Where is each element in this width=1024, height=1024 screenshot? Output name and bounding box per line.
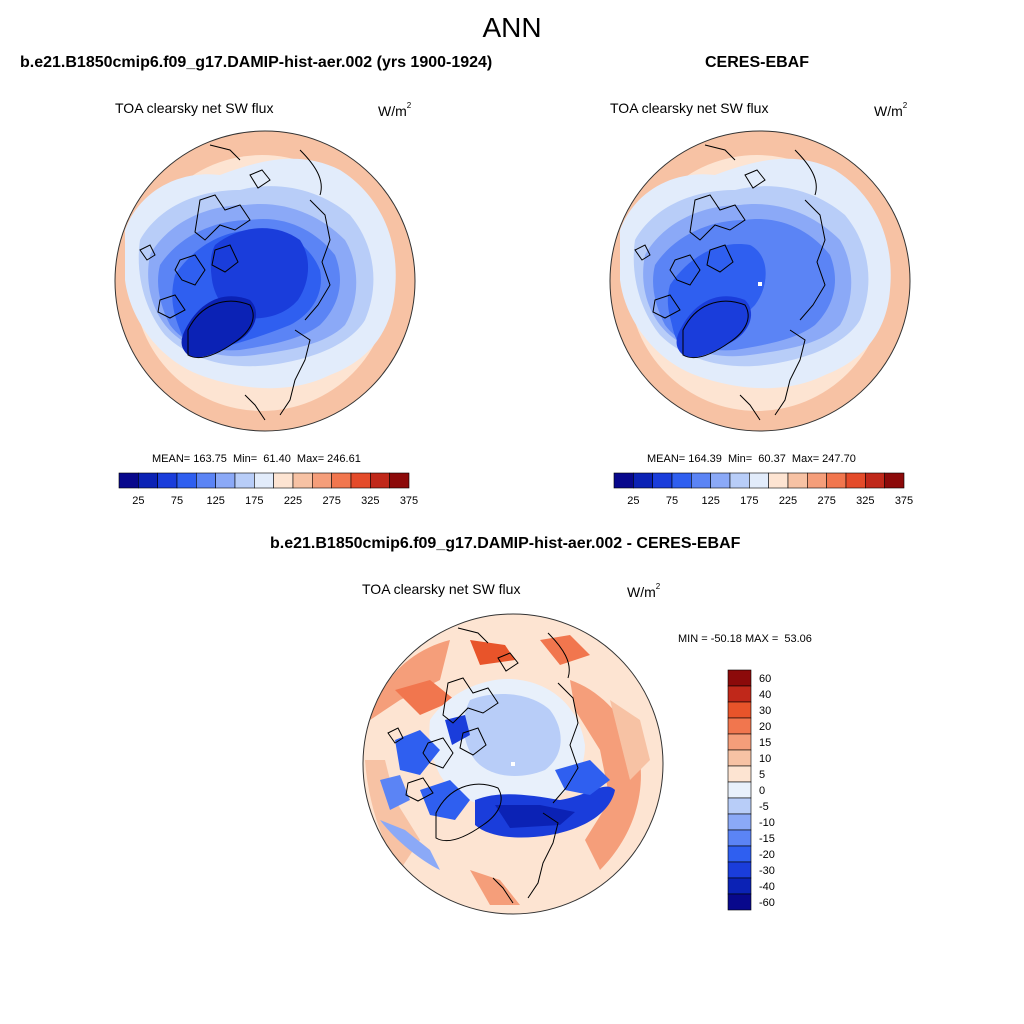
colorbar-diff-tick-label: 60	[759, 673, 771, 685]
panel3-stats: MIN = -50.18 MAX = 53.06	[678, 633, 812, 645]
colorbar-diff-swatch	[727, 701, 752, 719]
colorbar-model-tick-label: 175	[245, 495, 263, 507]
colorbar-model-swatch	[196, 472, 216, 489]
colorbar-obs-tick-label: 125	[701, 495, 719, 507]
colorbar-diff-swatch	[727, 749, 752, 767]
colorbar-obs: 25 75 125 175 225 275 325 375	[613, 472, 913, 507]
colorbar-diff-swatch	[727, 877, 752, 895]
colorbar-obs-tick-label: 275	[817, 495, 835, 507]
colorbar-model-tick-label: 25	[132, 495, 144, 507]
map-obs-field	[610, 131, 910, 431]
colorbar-model: 25 75 125 175 225 275 325 375	[118, 472, 418, 507]
colorbar-diff-swatch	[727, 669, 752, 687]
colorbar-model-swatch	[292, 472, 313, 489]
colorbar-diff-swatch	[727, 861, 752, 879]
colorbar-model-tick-label: 125	[206, 495, 224, 507]
colorbar-model-swatch	[273, 472, 294, 489]
colorbar-obs-tick-label: 225	[779, 495, 797, 507]
colorbar-obs-swatch	[749, 472, 769, 489]
colorbar-diff-swatch	[727, 813, 752, 831]
colorbar-model-swatch	[234, 472, 255, 489]
colorbar-diff-swatch	[727, 733, 752, 751]
panel2-stats: MEAN= 164.39 Min= 60.37 Max= 247.70	[647, 453, 856, 465]
panel1-stats: MEAN= 163.75 Min= 61.40 Max= 246.61	[152, 453, 361, 465]
colorbar-model-tick-label: 325	[361, 495, 379, 507]
colorbar-model-tick-label: 375	[400, 495, 418, 507]
colorbar-diff-tick-label: 5	[759, 769, 765, 781]
colorbar-diff-swatch	[727, 797, 752, 815]
colorbar-model-swatch	[138, 472, 158, 489]
panel1-units: W/m2	[378, 101, 412, 119]
colorbar-diff-tick-label: -15	[759, 833, 775, 845]
figure-title: ANN	[482, 12, 542, 43]
colorbar-diff-swatch	[727, 685, 752, 703]
colorbar-model-swatch	[331, 472, 352, 489]
panel2-units: W/m2	[874, 101, 908, 119]
colorbar-diff-tick-label: -30	[759, 865, 775, 877]
colorbar-obs-swatch	[652, 472, 673, 489]
colorbar-model-tick-label: 275	[322, 495, 340, 507]
colorbar-obs-swatch	[865, 472, 885, 489]
colorbar-obs-swatch	[671, 472, 692, 489]
colorbar-diff-tick-label: 0	[759, 785, 765, 797]
colorbar-model-swatch	[389, 472, 410, 489]
colorbar-obs-swatch	[807, 472, 827, 489]
colorbar-diff-tick-label: 10	[759, 753, 771, 765]
colorbar-diff-tick-label: -60	[759, 897, 775, 909]
colorbar-diff-tick-label: -10	[759, 817, 775, 829]
colorbar-obs-tick-label: 375	[895, 495, 913, 507]
colorbar-obs-tick-label: 325	[856, 495, 874, 507]
colorbar-diff: 60 40 30 20 15 10 5 0 -5 -10 -15 -20 -30 -40 -60	[727, 669, 775, 911]
panel3-variable: TOA clearsky net SW flux	[362, 581, 521, 597]
colorbar-diff-swatch	[727, 765, 752, 783]
colorbar-diff-tick-label: 15	[759, 737, 771, 749]
colorbar-obs-swatch	[845, 472, 866, 489]
colorbar-diff-swatch	[727, 829, 752, 847]
colorbar-obs-swatch	[691, 472, 711, 489]
panel2-variable: TOA clearsky net SW flux	[610, 100, 769, 116]
panel2-title: CERES-EBAF	[705, 54, 810, 71]
colorbar-diff-swatch	[727, 781, 752, 799]
panel1-title: b.e21.B1850cmip6.f09_g17.DAMIP-hist-aer.…	[20, 54, 493, 71]
map-diff-field	[363, 614, 663, 914]
colorbar-model-tick-label: 75	[171, 495, 183, 507]
colorbar-diff-swatch	[727, 717, 752, 735]
colorbar-model-swatch	[312, 472, 332, 489]
panel1-variable: TOA clearsky net SW flux	[115, 100, 274, 116]
colorbar-obs-swatch	[710, 472, 731, 489]
colorbar-diff-tick-label: -5	[759, 801, 769, 813]
colorbar-obs-swatch	[884, 472, 905, 489]
colorbar-diff-tick-label: 40	[759, 689, 771, 701]
colorbar-obs-tick-label: 175	[740, 495, 758, 507]
panel3-title: b.e21.B1850cmip6.f09_g17.DAMIP-hist-aer.…	[270, 535, 741, 552]
colorbar-diff-tick-label: 20	[759, 721, 771, 733]
colorbar-model-swatch	[118, 472, 139, 489]
colorbar-model-swatch	[157, 472, 178, 489]
colorbar-obs-tick-label: 25	[627, 495, 639, 507]
colorbar-diff-tick-label: -20	[759, 849, 775, 861]
colorbar-obs-swatch	[787, 472, 808, 489]
colorbar-obs-tick-label: 75	[666, 495, 678, 507]
colorbar-obs-swatch	[826, 472, 847, 489]
colorbar-diff-tick-label: 30	[759, 705, 771, 717]
colorbar-model-swatch	[215, 472, 236, 489]
colorbar-obs-swatch	[613, 472, 634, 489]
colorbar-model-swatch	[176, 472, 197, 489]
panel3-units: W/m2	[627, 582, 661, 600]
colorbar-diff-swatch	[727, 893, 752, 911]
colorbar-obs-swatch	[729, 472, 750, 489]
colorbar-model-tick-label: 225	[284, 495, 302, 507]
map-model-field	[115, 131, 415, 431]
colorbar-model-swatch	[370, 472, 390, 489]
colorbar-diff-tick-label: -40	[759, 881, 775, 893]
colorbar-model-swatch	[254, 472, 274, 489]
colorbar-diff-swatch	[727, 845, 752, 863]
colorbar-obs-swatch	[633, 472, 653, 489]
colorbar-model-swatch	[350, 472, 371, 489]
colorbar-obs-swatch	[768, 472, 789, 489]
